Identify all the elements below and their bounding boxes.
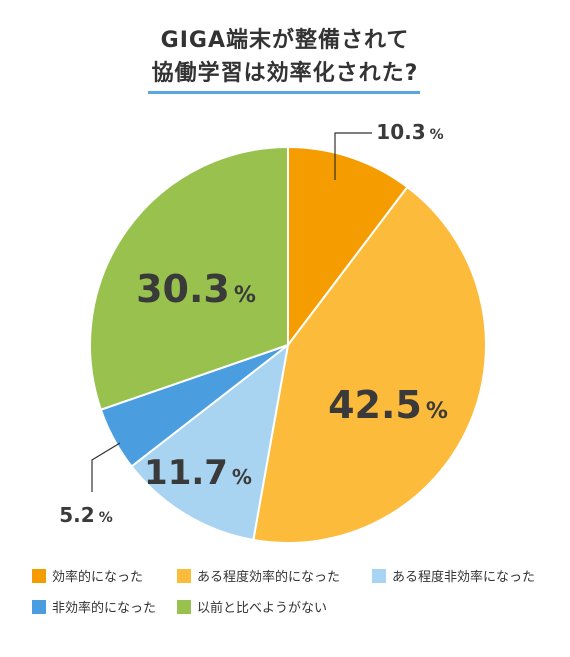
data-label-not-comparable: 30.3%	[136, 267, 256, 311]
legend-swatch-efficient	[32, 568, 46, 583]
leader-line-inefficient	[91, 442, 121, 492]
legend-label-efficient: 効率的になった	[52, 570, 144, 585]
legend-item-somewhat-inefficient: ある程度非効率になった	[372, 566, 535, 585]
legend-label-somewhat-efficient: ある程度効率的になった	[197, 570, 341, 585]
legend-swatch-inefficient	[32, 599, 46, 614]
data-label-somewhat-efficient: 42.5%	[328, 383, 448, 427]
leader-line-efficient	[334, 132, 372, 180]
data-label-inefficient: 5.2%	[59, 503, 112, 527]
legend-label-inefficient: 非効率的になった	[52, 601, 157, 616]
chart-title-line2: 協働学習は効率化された?	[151, 61, 419, 86]
chart-title-line1: GIGA端末が整備されて	[160, 28, 410, 53]
pie-slice-somewhat-efficient	[252, 185, 487, 544]
legend-item-inefficient: 非効率的になった	[32, 597, 156, 616]
legend-swatch-somewhat-inefficient	[372, 568, 386, 583]
legend-item-efficient: 効率的になった	[32, 566, 143, 585]
data-label-somewhat-inefficient: 11.7%	[144, 453, 252, 493]
pie-slice-somewhat-inefficient	[130, 342, 290, 542]
data-label-efficient: 10.3%	[376, 120, 443, 144]
legend-item-not-comparable: 以前と比べようがない	[177, 597, 327, 616]
legend-label-somewhat-inefficient: ある程度非効率になった	[392, 570, 536, 585]
pie-slice-not-comparable	[89, 145, 289, 411]
pie-chart: 42.5 % 11.7 % 30.3 % 10.3 % 5.2%	[59, 120, 487, 544]
pie-slice-efficient	[287, 145, 409, 348]
legend-label-not-comparable: 以前と比べようがない	[197, 601, 328, 616]
legend-swatch-not-comparable	[177, 599, 191, 614]
title-underline	[148, 91, 420, 94]
legend-item-somewhat-efficient: ある程度効率的になった	[177, 566, 340, 585]
legend-swatch-somewhat-efficient	[177, 568, 191, 583]
